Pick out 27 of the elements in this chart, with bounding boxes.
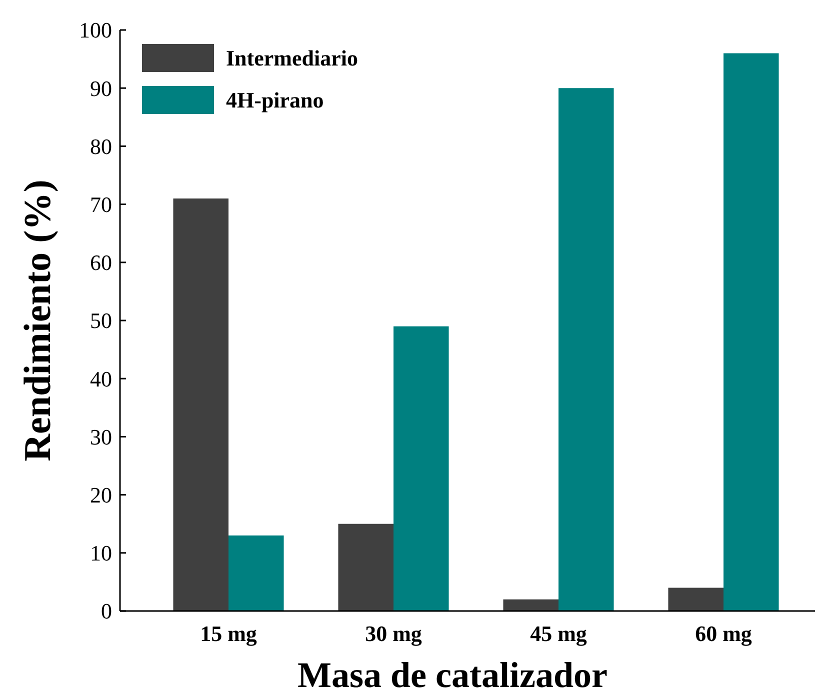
y-tick-label: 100: [79, 18, 112, 43]
x-axis-title: Masa de catalizador: [298, 655, 608, 693]
y-tick-label: 60: [90, 250, 112, 276]
bar: [668, 588, 724, 611]
y-tick-label: 50: [90, 308, 112, 334]
y-tick-label: 20: [90, 482, 112, 508]
bar: [173, 198, 228, 611]
bar: [394, 326, 449, 611]
bar: [338, 524, 394, 611]
y-tick-label: 0: [101, 598, 112, 624]
x-tick-label: 45 mg: [530, 621, 587, 646]
bar: [228, 535, 284, 611]
legend-label: 4H-pirano: [226, 88, 324, 113]
y-tick-label: 10: [90, 540, 112, 566]
y-tick-label: 30: [90, 424, 112, 450]
legend-label: Intermediario: [226, 46, 358, 71]
bar: [503, 599, 558, 611]
y-tick-label: 90: [90, 76, 112, 101]
bar: [724, 53, 779, 611]
x-tick-label: 30 mg: [365, 621, 422, 646]
y-tick-label: 40: [90, 366, 112, 392]
x-tick-label: 15 mg: [200, 621, 257, 646]
y-tick-label: 80: [90, 134, 112, 159]
x-tick-label: 60 mg: [695, 621, 752, 646]
bar: [558, 88, 614, 611]
y-axis-title: Rendimiento (%): [17, 180, 59, 462]
y-tick-label: 70: [90, 192, 112, 217]
